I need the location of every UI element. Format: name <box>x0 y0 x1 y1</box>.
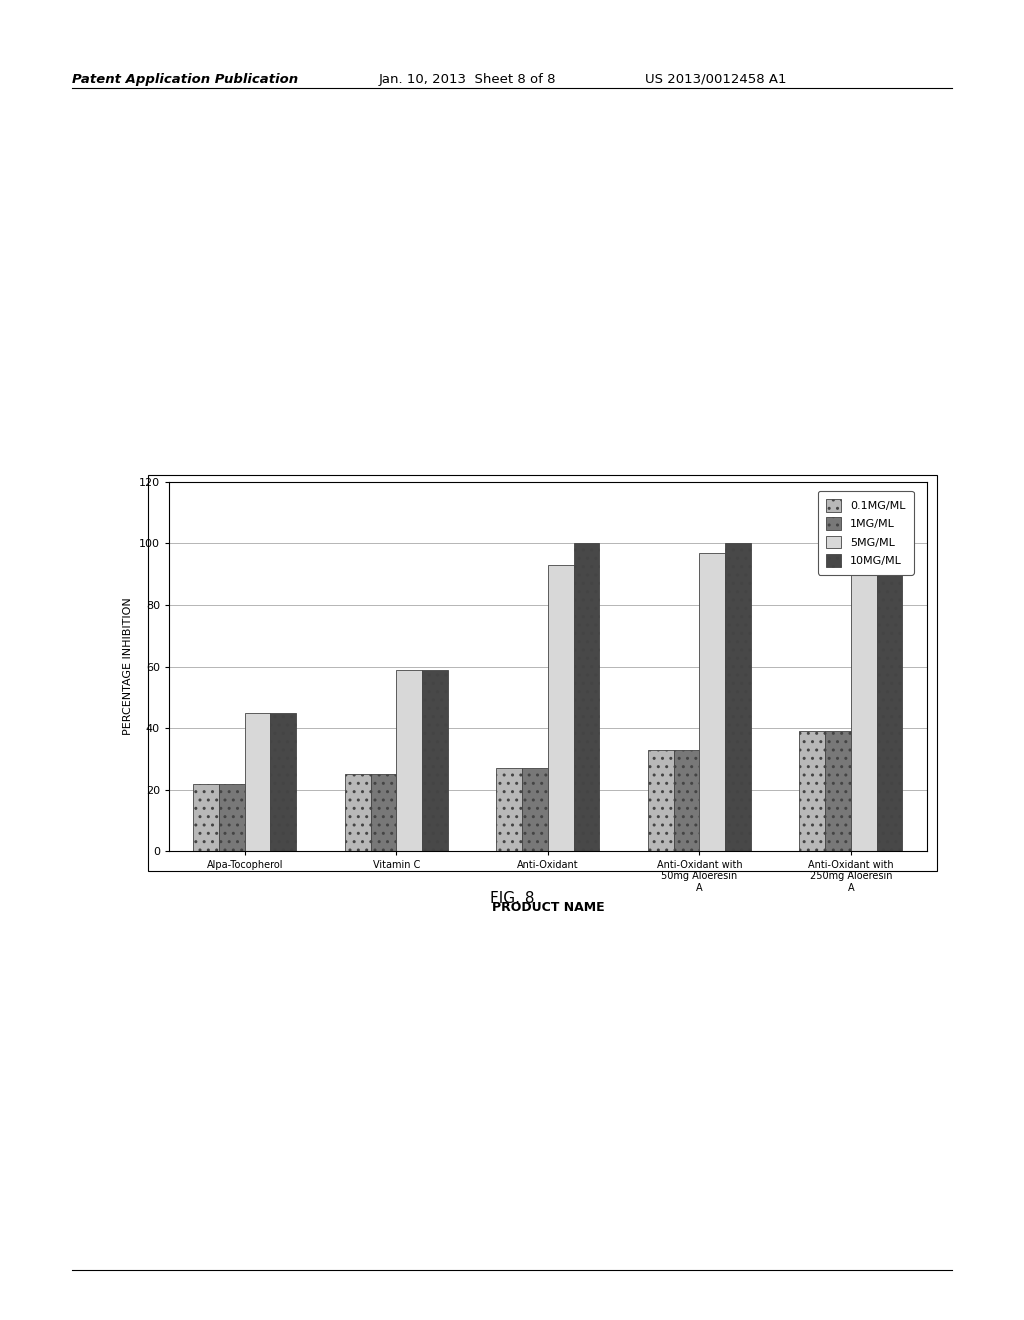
Text: US 2013/0012458 A1: US 2013/0012458 A1 <box>645 73 786 86</box>
Bar <box>194 784 219 851</box>
Bar <box>371 775 396 851</box>
Y-axis label: PERCENTAGE INHIBITION: PERCENTAGE INHIBITION <box>123 598 133 735</box>
Bar <box>396 669 422 851</box>
Bar <box>345 775 371 851</box>
Bar <box>219 784 245 851</box>
Bar <box>522 768 548 851</box>
Bar <box>725 544 751 851</box>
Bar <box>877 544 902 851</box>
Bar <box>422 669 447 851</box>
Bar <box>800 731 825 851</box>
X-axis label: PRODUCT NAME: PRODUCT NAME <box>492 902 604 915</box>
Bar <box>270 713 296 851</box>
Bar <box>245 713 270 851</box>
Bar <box>699 553 725 851</box>
Text: FIG. 8: FIG. 8 <box>489 891 535 906</box>
Bar <box>573 544 599 851</box>
Bar <box>648 750 674 851</box>
Legend: 0.1MG/ML, 1MG/ML, 5MG/ML, 10MG/ML: 0.1MG/ML, 1MG/ML, 5MG/ML, 10MG/ML <box>818 491 913 574</box>
Text: Patent Application Publication: Patent Application Publication <box>72 73 298 86</box>
Bar <box>674 750 699 851</box>
Bar <box>548 565 573 851</box>
Bar <box>851 544 877 851</box>
Text: Jan. 10, 2013  Sheet 8 of 8: Jan. 10, 2013 Sheet 8 of 8 <box>379 73 556 86</box>
Bar <box>825 731 851 851</box>
Bar <box>497 768 522 851</box>
